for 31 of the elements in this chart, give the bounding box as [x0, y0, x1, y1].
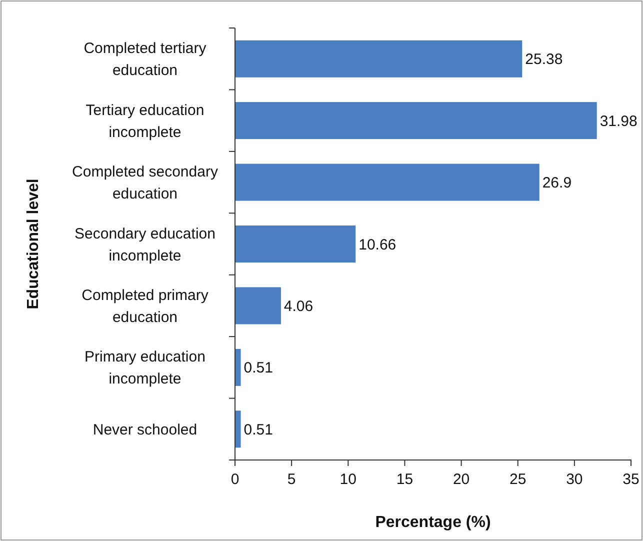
data-label: 10.66 — [358, 236, 396, 254]
x-tick-label: 15 — [396, 471, 414, 488]
bar — [235, 348, 241, 386]
y-tick-label: Secondary education incomplete — [74, 225, 216, 264]
data-label: 0.51 — [244, 360, 273, 377]
bar — [235, 287, 281, 324]
y-tick-label: Never schooled — [92, 421, 198, 438]
data-label: 0.51 — [244, 421, 273, 438]
bar — [235, 164, 540, 201]
bar — [235, 40, 522, 78]
x-tick-label: 35 — [622, 471, 640, 488]
x-tick-label: 30 — [566, 471, 583, 488]
bar — [235, 225, 356, 263]
bar — [235, 410, 241, 448]
data-label: 26.9 — [542, 174, 572, 192]
x-axis-title: Percentage (%) — [375, 514, 491, 531]
data-label: 4.06 — [284, 298, 314, 315]
data-label: 25.38 — [525, 51, 563, 68]
x-tick-label: 20 — [452, 471, 470, 488]
x-tick-label: 10 — [340, 471, 356, 488]
x-tick-label: 25 — [510, 471, 526, 488]
y-tick-label: Completed secondary education — [72, 164, 218, 203]
x-tick-label: 5 — [287, 471, 296, 488]
x-tick-label: 0 — [230, 471, 240, 488]
y-tick-label: Completed primary education — [82, 286, 209, 326]
y-axis-title: Educational level — [25, 178, 42, 310]
data-label: 31.98 — [600, 112, 638, 130]
y-tick-label: Primary education incomplete — [84, 348, 206, 388]
y-tick-label: Tertiary education incomplete — [86, 102, 204, 141]
bar — [235, 102, 597, 140]
y-tick-label: Completed tertiary education — [84, 40, 207, 80]
